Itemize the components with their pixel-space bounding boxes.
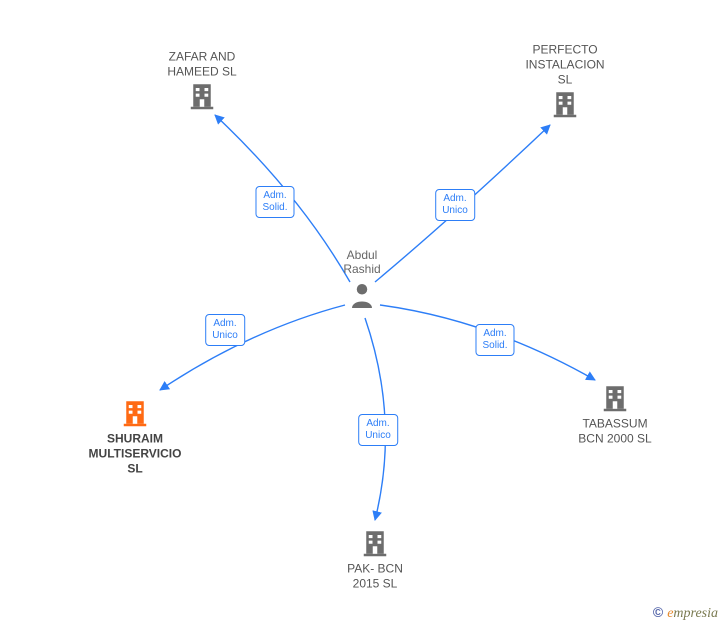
copyright-symbol: © <box>653 604 663 620</box>
edge <box>160 305 345 390</box>
company-label: PAK- BCN 2015 SL <box>305 562 445 592</box>
edge-label: Adm. Solid. <box>255 186 294 218</box>
building-icon <box>187 81 217 111</box>
network-canvas: ZAFAR AND HAMEED SL PERFECTO INSTALACION… <box>0 0 728 630</box>
company-node-perf[interactable]: PERFECTO INSTALACION SL <box>550 89 580 124</box>
building-icon <box>550 89 580 119</box>
edge-label: Adm. Solid. <box>475 324 514 356</box>
center-person-label: Abdul Rashid <box>343 248 380 276</box>
company-label: TABASSUM BCN 2000 SL <box>545 417 685 447</box>
company-label: PERFECTO INSTALACION SL <box>495 43 635 88</box>
company-label: ZAFAR AND HAMEED SL <box>132 50 272 80</box>
company-node-zafar[interactable]: ZAFAR AND HAMEED SL <box>187 81 217 116</box>
company-label: SHURAIM MULTISERVICIO SL <box>65 432 205 477</box>
edge-label: Adm. Unico <box>435 189 475 221</box>
building-icon <box>120 398 150 428</box>
company-node-shuraim[interactable]: SHURAIM MULTISERVICIO SL <box>120 398 150 433</box>
company-node-tab[interactable]: TABASSUM BCN 2000 SL <box>600 383 630 418</box>
edge-label: Adm. Unico <box>358 414 398 446</box>
edge-label: Adm. Unico <box>205 314 245 346</box>
person-icon <box>347 281 377 311</box>
company-node-pak[interactable]: PAK- BCN 2015 SL <box>360 528 390 563</box>
building-icon <box>600 383 630 413</box>
center-person-node[interactable] <box>347 281 377 316</box>
watermark: ©empresia <box>653 604 718 622</box>
building-icon <box>360 528 390 558</box>
brand-rest: mpresia <box>673 606 718 621</box>
